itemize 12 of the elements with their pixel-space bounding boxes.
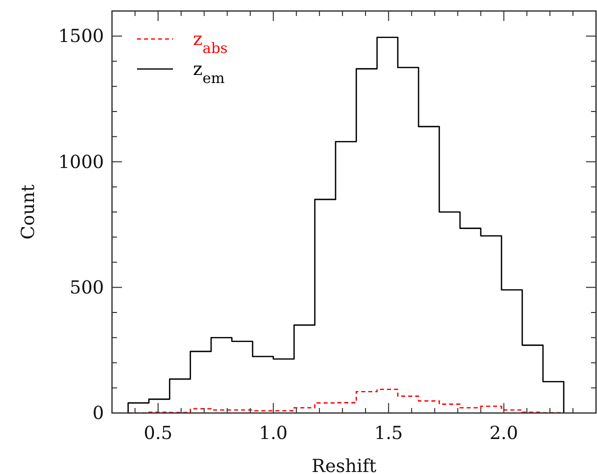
x-tick-label: 1.0 (259, 423, 288, 444)
y-tick-label: 1000 (58, 152, 104, 173)
x-tick-label: 2.0 (489, 423, 518, 444)
y-tick-label: 500 (70, 277, 104, 298)
x-tick-label: 0.5 (144, 423, 172, 444)
x-tick-label: 1.5 (374, 423, 403, 444)
x-axis-title: Reshift (312, 456, 378, 474)
y-tick-label: 1500 (58, 26, 104, 48)
legend-label: z$_{abs}$ (193, 29, 228, 57)
legend-label: z$_{em}$ (193, 59, 225, 87)
y-axis-title: Count (18, 184, 39, 240)
y-tick-label: 0 (92, 403, 104, 424)
